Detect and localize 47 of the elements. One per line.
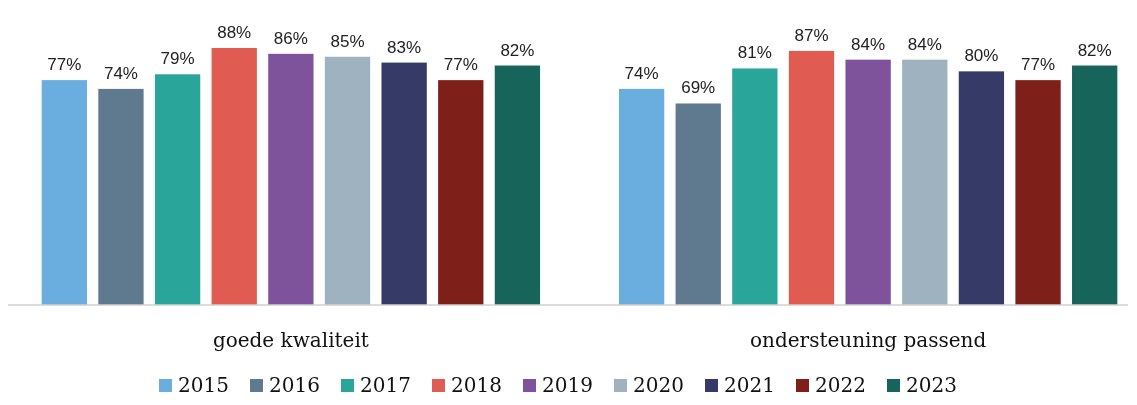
legend-label: 2017: [360, 373, 411, 397]
bar: [845, 59, 891, 305]
bar: [41, 80, 87, 305]
bar: [1015, 80, 1061, 305]
legend-label: 2015: [178, 373, 229, 397]
x-tick-label: goede kwaliteit: [212, 328, 369, 352]
data-label: 77%: [443, 55, 478, 75]
data-label: 84%: [851, 34, 886, 54]
data-label: 83%: [387, 37, 422, 57]
bar: [618, 88, 665, 305]
legend-label: 2020: [633, 373, 684, 397]
data-label: 84%: [907, 34, 942, 54]
bar: [211, 48, 257, 305]
data-label: 87%: [794, 25, 829, 45]
bar: [494, 65, 541, 305]
legend-label: 2018: [451, 373, 502, 397]
data-label: 81%: [737, 43, 772, 63]
data-label: 74%: [103, 63, 138, 83]
bar: [732, 68, 778, 305]
data-label: 79%: [160, 49, 195, 69]
x-tick-label: ondersteuning passend: [750, 328, 987, 352]
legend-label: 2022: [815, 373, 866, 397]
bar: [902, 59, 948, 305]
data-label: 82%: [1077, 40, 1112, 60]
data-label: 74%: [624, 63, 659, 83]
bar: [98, 88, 144, 305]
bar: [675, 103, 721, 305]
legend-label: 2023: [906, 373, 957, 397]
data-label: 82%: [500, 40, 535, 60]
bar: [381, 62, 427, 305]
bar: [1072, 65, 1118, 305]
data-label: 80%: [964, 46, 999, 66]
bar: [154, 74, 201, 305]
bar: [324, 56, 371, 305]
bar: [438, 80, 484, 305]
legend-label: 2019: [542, 373, 593, 397]
legend-label: 2016: [269, 373, 320, 397]
data-label: 88%: [217, 23, 252, 42]
bar: [788, 50, 835, 305]
data-label: 77%: [1021, 55, 1056, 75]
data-label: 69%: [681, 78, 716, 98]
data-label: 77%: [47, 55, 82, 75]
legend-label: 2021: [724, 373, 775, 397]
bar: [268, 53, 314, 305]
bar: [958, 71, 1005, 305]
data-label: 85%: [330, 31, 365, 51]
data-label: 86%: [273, 28, 308, 48]
